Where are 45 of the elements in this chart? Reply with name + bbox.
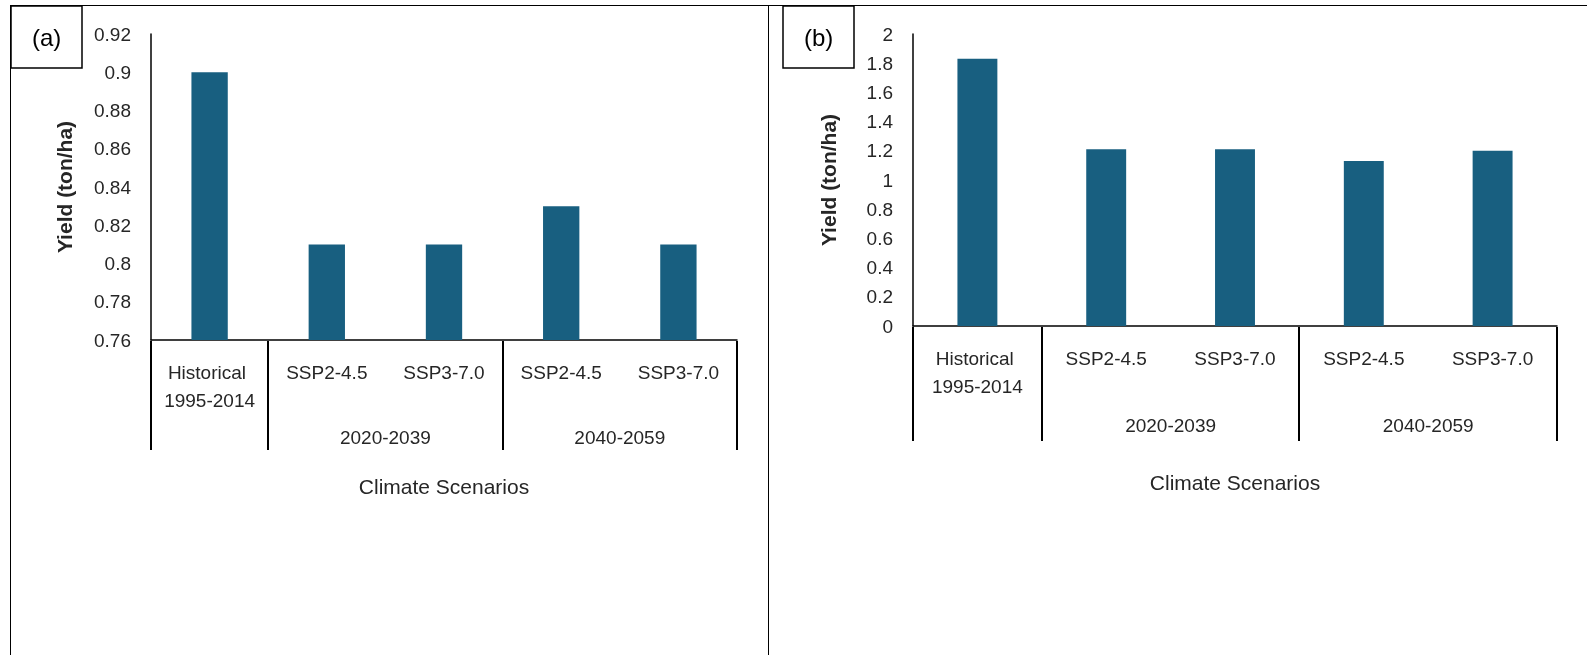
y-tick-label: 0.84: [94, 176, 132, 198]
y-tick-label: 1.8: [866, 52, 893, 74]
chart-title: (b): [804, 23, 834, 51]
y-tick-label: 0.76: [94, 329, 131, 351]
y-tick-label: 0.86: [94, 138, 131, 160]
y-axis-title: Yield (ton/ha): [53, 120, 76, 254]
y-tick-label: 1: [882, 169, 893, 191]
y-axis-title: Yield (ton/ha): [817, 113, 840, 247]
y-tick-label: 0.78: [94, 291, 131, 313]
y-tick-label: 0.9: [104, 61, 131, 83]
x-tick-label: SSP2-4.5: [286, 361, 368, 383]
x-axis-title: Climate Scenarios: [358, 475, 530, 498]
y-tick-label: 1.6: [866, 81, 893, 103]
bar: [1472, 150, 1513, 326]
x-tick-label: SSP3-7.0: [1194, 347, 1276, 369]
y-tick-label: 0: [882, 315, 893, 337]
bar: [1086, 149, 1127, 326]
bar: [957, 58, 998, 326]
x-tick-label: SSP3-7.0: [637, 361, 720, 383]
x-tick-label: SSP2-4.5: [1065, 347, 1147, 369]
x-tick-label: SSP2-4.5: [520, 361, 602, 383]
bar: [1215, 149, 1255, 326]
y-tick-label: 0.82: [94, 214, 131, 236]
y-tick-label: 2: [882, 23, 893, 45]
y-tick-label: 0.88: [94, 100, 131, 121]
y-tick-label: 0.4: [866, 257, 894, 279]
y-tick-label: 0.92: [94, 23, 131, 45]
text: 2020-2039: [1125, 415, 1217, 436]
x-tick-label: SSP2-4.5: [1323, 347, 1405, 369]
text: 2040-2059: [574, 427, 666, 448]
x-tick-label: Historical 1995-2014: [931, 347, 1024, 397]
y-tick-label: 1.4: [866, 111, 894, 133]
chart-title: (a): [32, 23, 62, 51]
y-tick-label: 0.8: [866, 198, 893, 220]
y-tick-label: 0.8: [104, 253, 131, 274]
text: 2020-2039: [339, 427, 431, 448]
x-tick-label: Historical 1995-2014: [164, 361, 256, 411]
x-tick-label: SSP3-7.0: [1451, 347, 1534, 369]
x-axis-title: Climate Scenarios: [1149, 471, 1321, 494]
y-tick-label: 0.2: [866, 286, 893, 308]
x-tick-label: SSP3-7.0: [403, 361, 485, 383]
bar: [1343, 161, 1384, 326]
text: 2040-2059: [1382, 415, 1474, 436]
y-tick-label: 1.2: [866, 140, 893, 162]
y-tick-label: 0.6: [866, 227, 893, 249]
